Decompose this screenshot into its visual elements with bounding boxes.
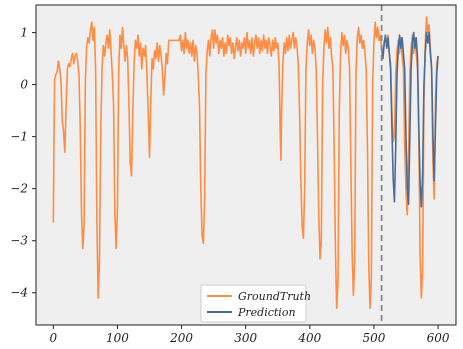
x-tick-label: 200: [169, 331, 193, 345]
legend-label-prediction: Prediction: [237, 306, 296, 319]
y-tick-label: 0: [20, 78, 28, 92]
x-axis: 0 100 200 300 400 500 600: [49, 325, 450, 345]
x-tick-label: 100: [106, 331, 129, 345]
y-tick-label: 1: [20, 26, 28, 40]
legend: GroundTruth Prediction: [200, 284, 311, 323]
x-tick-label: 600: [427, 331, 450, 345]
y-axis: 1 0 −1 −2 −3 −4: [10, 26, 36, 300]
x-tick-label: 0: [49, 331, 57, 345]
series-line-prediction: [380, 31, 439, 208]
y-tick-label: −3: [10, 234, 28, 248]
x-tick-label: 500: [362, 331, 385, 345]
y-tick-label: −2: [10, 182, 28, 196]
series-layer: [52, 16, 439, 310]
y-tick-label: −1: [10, 130, 28, 144]
x-tick-label: 400: [297, 331, 321, 345]
series-line-groundtruth: [52, 16, 439, 310]
y-tick-label: −4: [10, 286, 28, 300]
legend-label-groundtruth: GroundTruth: [238, 290, 311, 303]
plot-background: [36, 5, 456, 325]
x-tick-label: 300: [234, 331, 257, 345]
